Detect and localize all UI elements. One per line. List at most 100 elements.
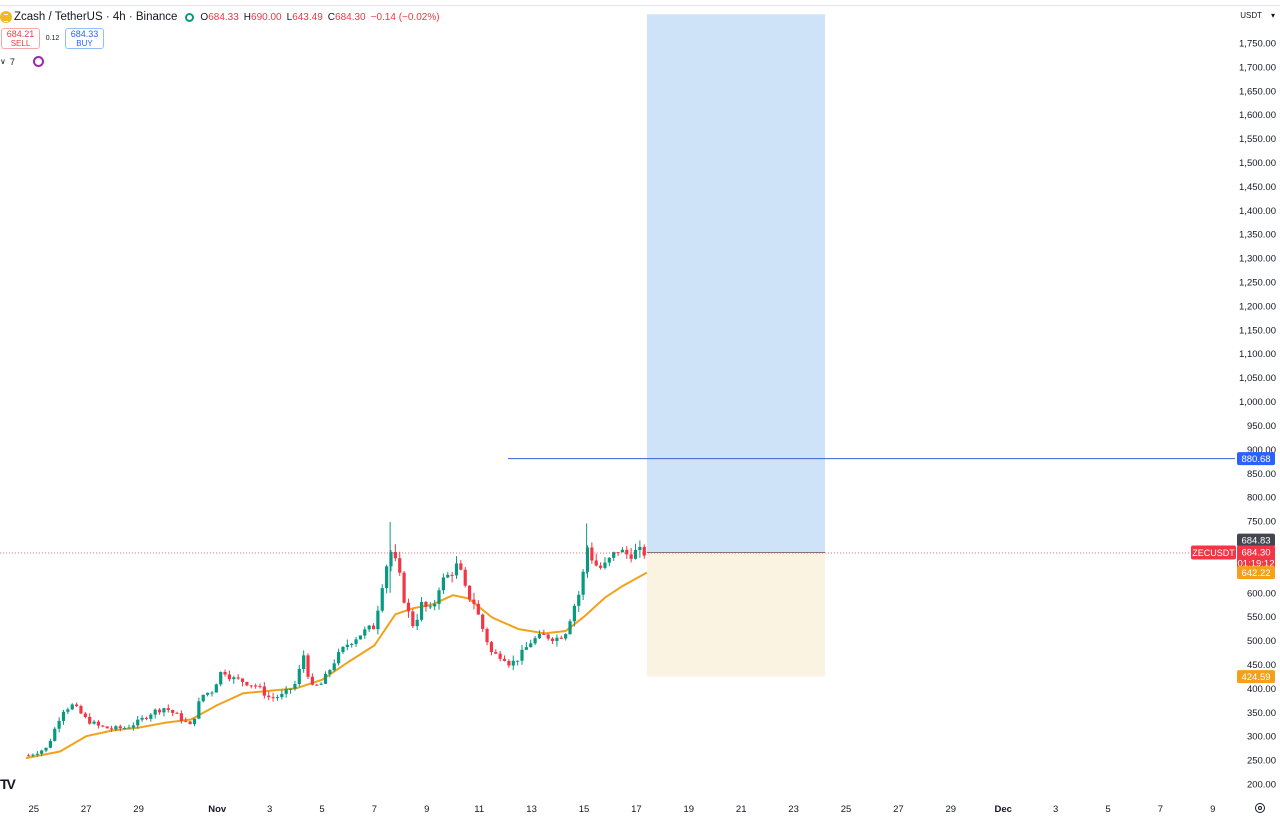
time-tick-label: 27 xyxy=(81,804,92,815)
open-label: O xyxy=(200,11,209,23)
candle xyxy=(485,627,489,646)
price-tick-label: 850.00 xyxy=(1247,469,1276,480)
candle-body xyxy=(393,551,397,559)
candle-body xyxy=(415,619,419,627)
candle xyxy=(415,613,419,631)
candle-body xyxy=(61,711,66,721)
tradingview-logo-icon[interactable]: TV xyxy=(0,776,16,792)
time-tick-label: 29 xyxy=(133,804,144,815)
candle-body xyxy=(109,728,114,730)
candle xyxy=(53,726,57,742)
buy-button[interactable]: 684.33 BUY xyxy=(65,28,104,49)
sell-label: SELL xyxy=(10,39,31,48)
candle xyxy=(428,602,432,610)
candle xyxy=(157,708,162,715)
candle xyxy=(494,649,498,655)
buy-price: 684.33 xyxy=(70,29,99,39)
close-label: C xyxy=(327,11,336,23)
candle xyxy=(446,571,450,579)
candle xyxy=(254,683,258,689)
candle xyxy=(564,633,568,641)
candle xyxy=(293,680,297,691)
buy-label: BUY xyxy=(76,39,93,48)
candle-body xyxy=(633,550,638,559)
candle-body xyxy=(127,727,131,729)
candle-body xyxy=(603,562,607,568)
candle-body xyxy=(114,726,118,730)
candle-body xyxy=(524,647,528,650)
candle xyxy=(66,707,70,715)
time-tick-label: 29 xyxy=(946,804,957,815)
candle xyxy=(144,716,149,721)
candle-body xyxy=(205,692,210,695)
candle xyxy=(629,547,633,563)
zcash-coin-icon xyxy=(0,11,12,23)
candle xyxy=(463,567,467,588)
candle-body xyxy=(258,686,262,688)
candle xyxy=(210,691,214,697)
candle-body xyxy=(57,720,61,729)
candle-body xyxy=(559,637,563,639)
sell-button[interactable]: 684.21 SELL xyxy=(1,28,40,49)
candle xyxy=(249,685,253,689)
candle xyxy=(232,675,236,684)
currency-selector[interactable]: USDT xyxy=(1240,11,1262,20)
candle-body xyxy=(620,549,625,553)
candle-body xyxy=(302,655,306,670)
candle-body xyxy=(262,686,266,696)
moving-average xyxy=(25,571,648,760)
candle-body xyxy=(35,753,39,755)
candle-body xyxy=(612,552,616,558)
candle xyxy=(88,713,92,725)
candle xyxy=(363,626,367,639)
candle xyxy=(205,692,210,697)
candle-body xyxy=(210,692,214,694)
candle-body xyxy=(175,712,179,714)
candle xyxy=(533,635,537,646)
candle-body xyxy=(380,588,384,611)
time-tick-label: 5 xyxy=(319,804,324,815)
candle-body xyxy=(232,677,236,680)
candle xyxy=(197,697,201,720)
candle xyxy=(267,691,271,701)
candle xyxy=(214,683,218,693)
candle xyxy=(297,664,301,687)
price-tick-label: 750.00 xyxy=(1247,517,1276,528)
candle xyxy=(568,619,572,635)
candle-body xyxy=(323,673,328,684)
candle xyxy=(140,715,144,722)
candle xyxy=(192,718,197,727)
ma-line xyxy=(25,571,648,760)
chevron-down-icon[interactable]: ▾ xyxy=(1270,11,1275,20)
candle xyxy=(402,571,406,604)
candle-body xyxy=(437,590,441,604)
price-tick-label: 400.00 xyxy=(1247,684,1276,695)
candle xyxy=(315,683,319,686)
candle-body xyxy=(236,677,240,679)
candle xyxy=(223,669,227,677)
candle-body xyxy=(577,594,581,606)
candle-body xyxy=(275,697,280,699)
candle xyxy=(236,674,240,680)
candle xyxy=(607,556,611,567)
candle-body xyxy=(424,601,428,607)
candle-body xyxy=(149,714,153,719)
candle-body xyxy=(288,688,293,690)
symbol-title[interactable]: Zcash / TetherUS · 4h · Binance xyxy=(14,11,178,23)
chevron-down-icon[interactable]: ∨ xyxy=(0,57,6,66)
high-price-badge: 684.83 xyxy=(1241,536,1270,547)
candle-body xyxy=(537,633,542,639)
symbol-badge: ZECUSDT xyxy=(1192,548,1235,558)
candle-body xyxy=(131,725,135,728)
candle-body xyxy=(144,717,149,719)
indicators-toggle[interactable]: ∨ 7 xyxy=(0,56,44,67)
gear-icon[interactable] xyxy=(1255,803,1265,813)
candle xyxy=(306,653,310,680)
candle xyxy=(524,641,528,650)
high-value: 690.00 xyxy=(251,11,282,23)
candle xyxy=(136,715,140,729)
indicator-settings-icon[interactable] xyxy=(32,56,44,67)
top-border xyxy=(0,5,1280,6)
candles xyxy=(26,522,646,757)
